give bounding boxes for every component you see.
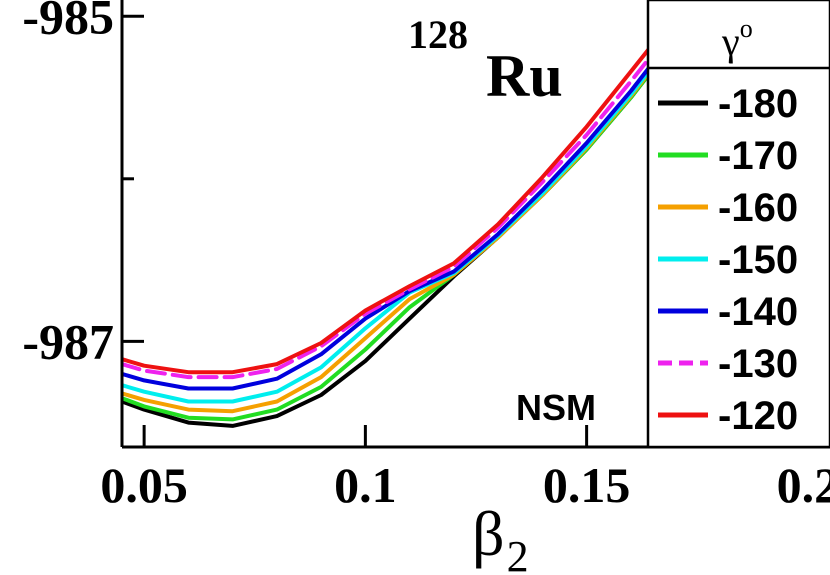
series-line-minus150 <box>122 0 706 404</box>
x-tick-label: 0.2 <box>777 457 830 513</box>
series-line-minus120 <box>122 0 692 375</box>
x-axis-title: β2 <box>472 498 529 575</box>
y-tick-label: -985 <box>22 0 114 44</box>
legend: γo -180 -170 -160 -150 -140 -130 -120 <box>646 0 830 449</box>
x-axis-title-sub: 2 <box>507 532 529 575</box>
legend-title: γo <box>721 14 753 64</box>
series-line-minus170 <box>122 0 708 422</box>
legend-label: -120 <box>718 394 798 438</box>
legend-label: -160 <box>718 186 798 230</box>
series-line-minus130 <box>122 0 699 380</box>
model-label: NSM <box>516 387 596 428</box>
y-axis-ticks: -985 -987 <box>22 0 144 369</box>
series-line-minus140 <box>122 0 705 391</box>
x-tick-label: 0.1 <box>334 457 397 513</box>
nucleus-mass-number: 128 <box>408 12 468 57</box>
x-tick-label: 0.05 <box>100 457 188 513</box>
legend-box <box>646 0 830 449</box>
nucleus-symbol: Ru <box>486 43 563 109</box>
series-lines <box>122 0 708 428</box>
legend-label: -130 <box>718 342 798 386</box>
legend-items: -180 -170 -160 -150 -140 -130 -120 <box>658 82 798 438</box>
y-tick-label: -987 <box>22 313 114 369</box>
x-tick-label: 0.15 <box>543 457 631 513</box>
legend-label: -170 <box>718 134 798 178</box>
x-axis-ticks: 0.05 0.1 0.15 0.2 <box>100 425 830 513</box>
series-line-minus160 <box>122 0 708 414</box>
legend-label: -140 <box>718 290 798 334</box>
legend-title-sup: o <box>740 14 753 43</box>
x-axis-title-main: β <box>472 498 505 569</box>
series-line-minus180 <box>122 0 708 428</box>
legend-title-main: γ <box>721 19 740 64</box>
legend-label: -150 <box>718 238 798 282</box>
legend-label: -180 <box>718 82 798 126</box>
